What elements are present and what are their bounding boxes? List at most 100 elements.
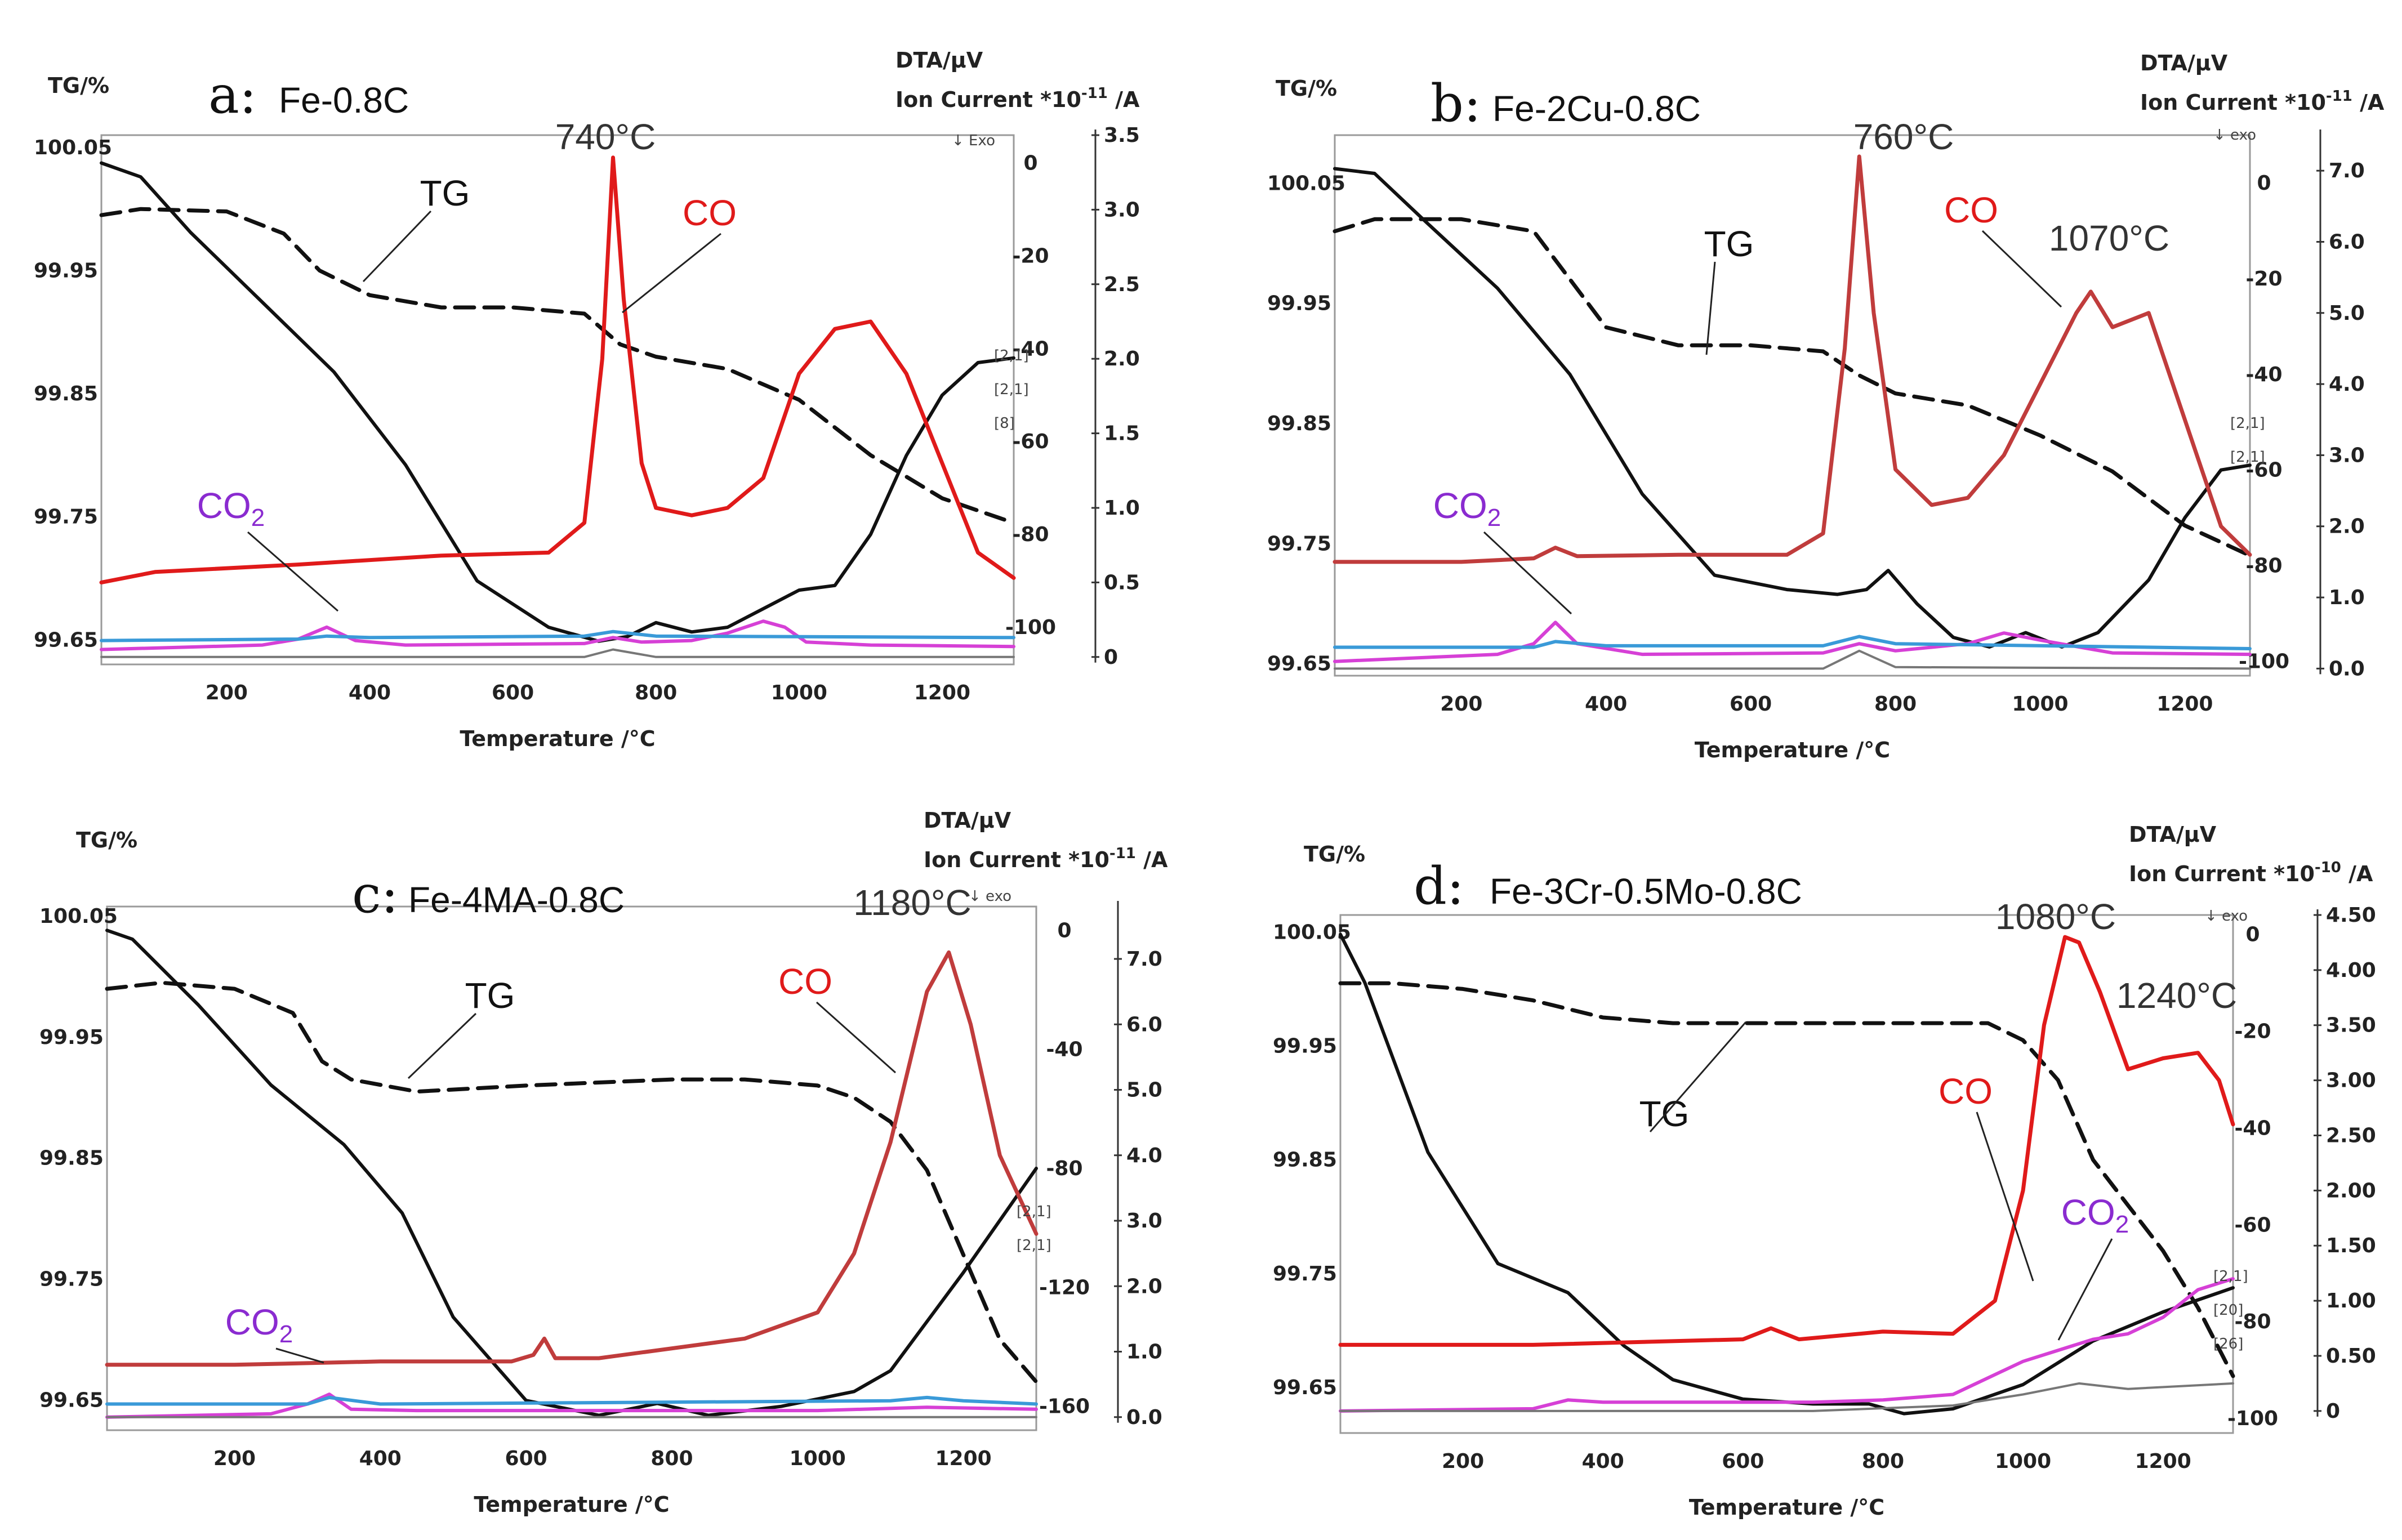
tg-tick-label: 99.85 [39, 1147, 104, 1170]
panel-title: Fe-3Cr-0.5Mo-0.8C [1490, 871, 1802, 912]
dta-tick-label: 0 [2245, 923, 2260, 946]
tg-tick-label: 99.85 [34, 382, 98, 405]
x-tick-label: 1200 [2135, 1450, 2191, 1473]
tg-tick-label: 99.75 [1273, 1262, 1337, 1285]
tg-tick-label: 99.85 [1267, 412, 1331, 435]
tg-tick-label: 99.95 [39, 1026, 104, 1049]
y-axis-label-ion: Ion Current *10-11 /A [2140, 88, 2385, 115]
ion-tick-label: 1.00 [2326, 1289, 2376, 1313]
tg-leader-line [1649, 1021, 1747, 1132]
series-co-line [1333, 154, 2252, 564]
dta-tick-label: -20 [2234, 1020, 2271, 1043]
dta-tick-label: -160 [1039, 1395, 1090, 1418]
tg-tick-label: 100.05 [34, 136, 112, 159]
tg-label: TG [420, 173, 470, 213]
plot-frame [1334, 134, 2251, 677]
dta-tick-label: -40 [2245, 363, 2282, 386]
x-tick-label: 400 [1585, 693, 1627, 716]
series-dta-line [1339, 932, 2235, 1416]
x-axis-label: Temperature /°C [474, 1492, 669, 1517]
dta-tick-label: -80 [1012, 523, 1049, 546]
tg-tick-label: 99.65 [1273, 1376, 1337, 1399]
x-tick-label: 1200 [935, 1447, 991, 1470]
peak-temperature-label: 1070°C [2049, 218, 2169, 258]
series-blue-line [1333, 635, 2252, 650]
x-tick-label: 200 [213, 1447, 256, 1470]
ion-prefix: Ion Current *10 [2129, 861, 2315, 886]
dta-tick-label: -120 [1039, 1276, 1090, 1299]
y-axis-label-dta: DTA/μV [924, 808, 1011, 833]
x-tick-label: 600 [505, 1447, 547, 1470]
tg-leader-line [362, 210, 432, 283]
series-tg-line [1338, 981, 2235, 1378]
ion-tick-label: 2.0 [2329, 515, 2365, 538]
ion-tick-label: 3.0 [1104, 198, 1140, 221]
series-gray-line [1339, 1382, 2234, 1412]
tg-tick-label: 100.05 [1267, 172, 1345, 195]
co-leader-line [1976, 1112, 2034, 1282]
dta-tick-label: -60 [2245, 459, 2282, 482]
dta-tick-label: 0 [1023, 151, 1037, 175]
y-axis-label-dta: DTA/μV [2140, 51, 2228, 75]
co-leader-line [816, 1001, 896, 1074]
x-axis-label: Temperature /°C [460, 726, 655, 751]
panel-letter: b: [1430, 73, 1481, 133]
x-tick-label: 1200 [914, 681, 970, 704]
panel-title: Fe-2Cu-0.8C [1492, 88, 1701, 129]
panel-title: Fe-0.8C [279, 80, 409, 120]
ion-tick-label: 2.50 [2326, 1124, 2376, 1147]
co2-label-subscript: 2 [2115, 1211, 2129, 1238]
dta-tick-label: 0 [1057, 919, 1071, 942]
dta-tick-label: -100 [2227, 1407, 2278, 1430]
peak-temperature-label: 1180°C [853, 882, 971, 923]
co2-label-subscript: 2 [1487, 504, 1501, 532]
ion-tick-label: 6.0 [2329, 230, 2365, 253]
ion-tick-label: 4.0 [1126, 1144, 1162, 1167]
ion-tick-label: 3.00 [2326, 1069, 2376, 1092]
ion-tick-label: 2.0 [1126, 1275, 1162, 1298]
x-tick-label: 400 [359, 1447, 402, 1470]
tg-label: TG [465, 975, 515, 1016]
dta-tick-label: -40 [1012, 337, 1049, 360]
y-axis-label-dta: DTA/μV [895, 48, 983, 73]
y-axis-label-ion: Ion Current *10-11 /A [924, 845, 1168, 872]
co-leader-line [1981, 230, 2062, 308]
series-co-line [99, 155, 1016, 584]
tg-tick-label: 99.85 [1273, 1149, 1337, 1172]
dta-tick-label: -20 [2245, 267, 2282, 291]
y-axis-label-tg: TG/% [48, 73, 109, 98]
ion-tick-label: 3.0 [1126, 1209, 1162, 1233]
x-axis-label: Temperature /°C [1695, 738, 1890, 762]
ion-tick-label: 1.0 [2329, 586, 2365, 609]
curve-index-label: [2,1] [994, 381, 1029, 398]
chart-panel-a: TG/% DTA/μV Ion Current *10-11 /A a: Fe-0.8C… [34, 48, 1140, 751]
ion-tick-label: 2.5 [1104, 273, 1140, 296]
tg-leader-line [1705, 261, 1716, 355]
x-tick-label: 200 [206, 681, 248, 704]
curve-index-label: [2,1] [2213, 1268, 2248, 1285]
x-tick-label: 1000 [1995, 1450, 2051, 1473]
ion-tick-label: 3.50 [2326, 1014, 2376, 1037]
series-dta-line [1333, 167, 2252, 649]
y-axis-label-dta: DTA/μV [2129, 822, 2217, 847]
tg-tick-label: 99.95 [34, 259, 98, 282]
ion-tick-label: 1.0 [1126, 1341, 1162, 1364]
co2-label-main: CO [225, 1302, 279, 1342]
dta-tick-label: 0 [2257, 172, 2271, 195]
plot-frame [100, 134, 1015, 666]
series-gray-line [100, 648, 1015, 658]
ion-tick-label: 7.0 [2329, 159, 2365, 182]
series-co2-line [1339, 1277, 2235, 1413]
series-tg-line [105, 980, 1039, 1384]
co2-label: CO2 [197, 485, 265, 532]
tg-tick-label: 99.75 [39, 1268, 104, 1291]
co2-label: CO2 [2061, 1192, 2129, 1238]
ion-exponent: -11 [1109, 845, 1136, 862]
dta-tick-label: -80 [2234, 1310, 2271, 1333]
peak-temperature-label: 1240°C [2116, 975, 2237, 1016]
series-co2-line [1333, 621, 2252, 663]
co2-label-subscript: 2 [279, 1320, 293, 1348]
ion-tick-label: 0.50 [2326, 1345, 2376, 1368]
chart-panel-b: TG/% DTA/μV Ion Current *10-11 /A b: Fe-2Cu-… [1267, 51, 2385, 762]
